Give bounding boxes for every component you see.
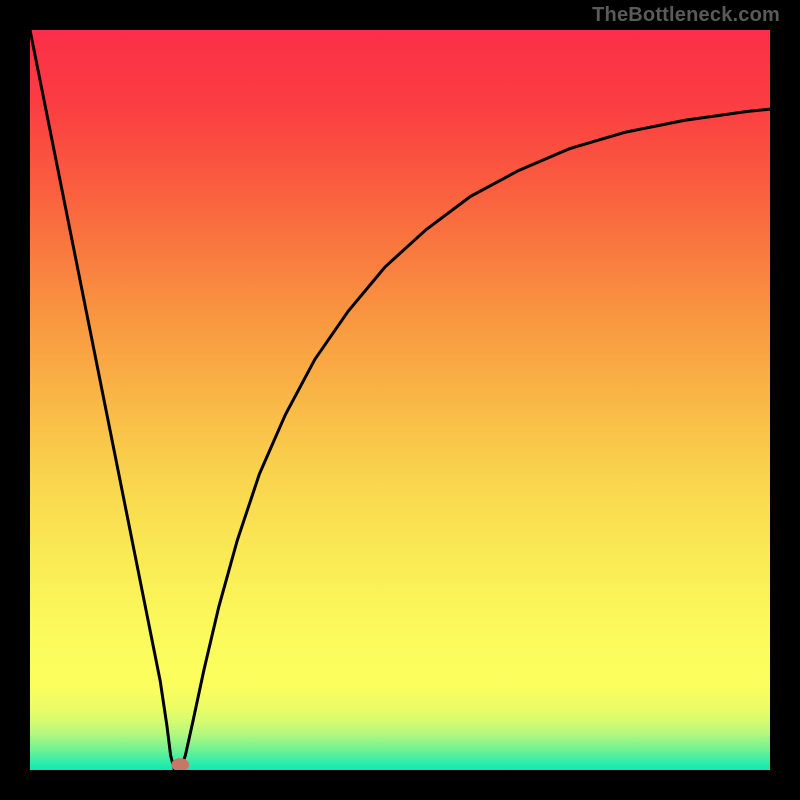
chart-background [30,30,770,770]
watermark-text: TheBottleneck.com [592,4,780,27]
chart-outer-frame: TheBottleneck.com [0,0,800,800]
bottleneck-chart-svg [30,30,770,770]
plot-area [30,30,770,770]
